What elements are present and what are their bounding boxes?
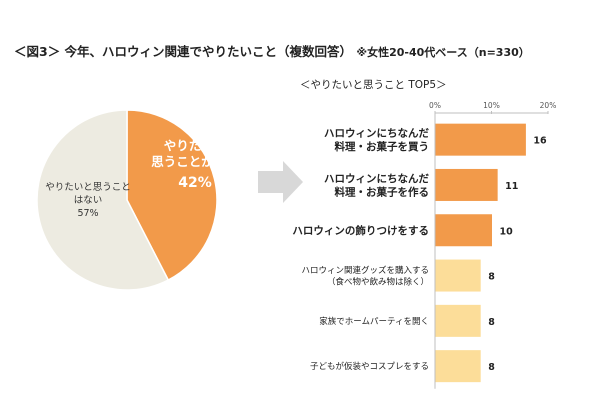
x-tick-label-1: 10% bbox=[483, 101, 500, 110]
bar-4 bbox=[435, 304, 481, 337]
category-label-4-line-0: 家族でホームパーティを開く bbox=[319, 316, 429, 327]
category-label-3-line-1: （食べ物や飲み物は除く） bbox=[327, 276, 429, 287]
category-label-2-line-0: ハロウィンの飾りつけをする bbox=[292, 224, 429, 237]
pie-label-yes-line-0: やりたいと bbox=[164, 138, 227, 153]
bar-value-label-0: 16 bbox=[533, 136, 547, 147]
bar-value-label-3: 8 bbox=[488, 272, 495, 283]
category-label-1-line-1: 料理・お菓子を作る bbox=[335, 185, 430, 198]
title-note: ※女性20-40代ベース（n=330） bbox=[356, 46, 530, 59]
bar-chart-title: ＜やりたいと思うこと TOP5＞ bbox=[300, 79, 447, 91]
bar-value-label-1: 11 bbox=[505, 181, 518, 192]
pie-label-no-line-1: はない bbox=[74, 195, 103, 206]
pie-value-yes: 42% bbox=[178, 175, 212, 191]
pie-value-no: 57% bbox=[77, 208, 98, 219]
bar-value-label-2: 10 bbox=[500, 226, 514, 237]
bar-3 bbox=[435, 259, 481, 292]
category-label-0-line-0: ハロウィンにちなんだ bbox=[324, 128, 429, 140]
x-tick-label-0: 0% bbox=[429, 101, 441, 110]
figure-title: ＜図3＞ 今年、ハロウィン関連でやりたいこと（複数回答） ※女性20-40代ベー… bbox=[14, 41, 530, 60]
category-label-5-line-0: 子どもが仮装やコスプレをする bbox=[310, 361, 429, 372]
category-label-1-line-0: ハロウィンにちなんだ bbox=[324, 173, 429, 185]
pie-label-yes-line-1: 思うことがある bbox=[151, 154, 239, 169]
pie-slice-0 bbox=[126, 109, 218, 282]
bar-2 bbox=[435, 214, 492, 247]
arrow-shape bbox=[258, 161, 303, 203]
title-main: ＜図3＞ 今年、ハロウィン関連でやりたいこと（複数回答） bbox=[14, 44, 353, 59]
bar-5 bbox=[435, 350, 481, 383]
bar-value-label-4: 8 bbox=[488, 317, 495, 328]
bar-value-label-5: 8 bbox=[488, 362, 495, 373]
bar-0 bbox=[435, 123, 526, 156]
category-label-0-line-1: 料理・お菓子を買う bbox=[335, 140, 430, 153]
pie-slice-1 bbox=[36, 109, 170, 291]
category-label-3-line-0: ハロウィン関連グッズを購入する bbox=[301, 265, 429, 276]
x-tick-label-2: 20% bbox=[540, 101, 557, 110]
bar-1 bbox=[435, 168, 498, 201]
pie-label-no-line-0: やりたいと思うこと bbox=[45, 182, 131, 193]
